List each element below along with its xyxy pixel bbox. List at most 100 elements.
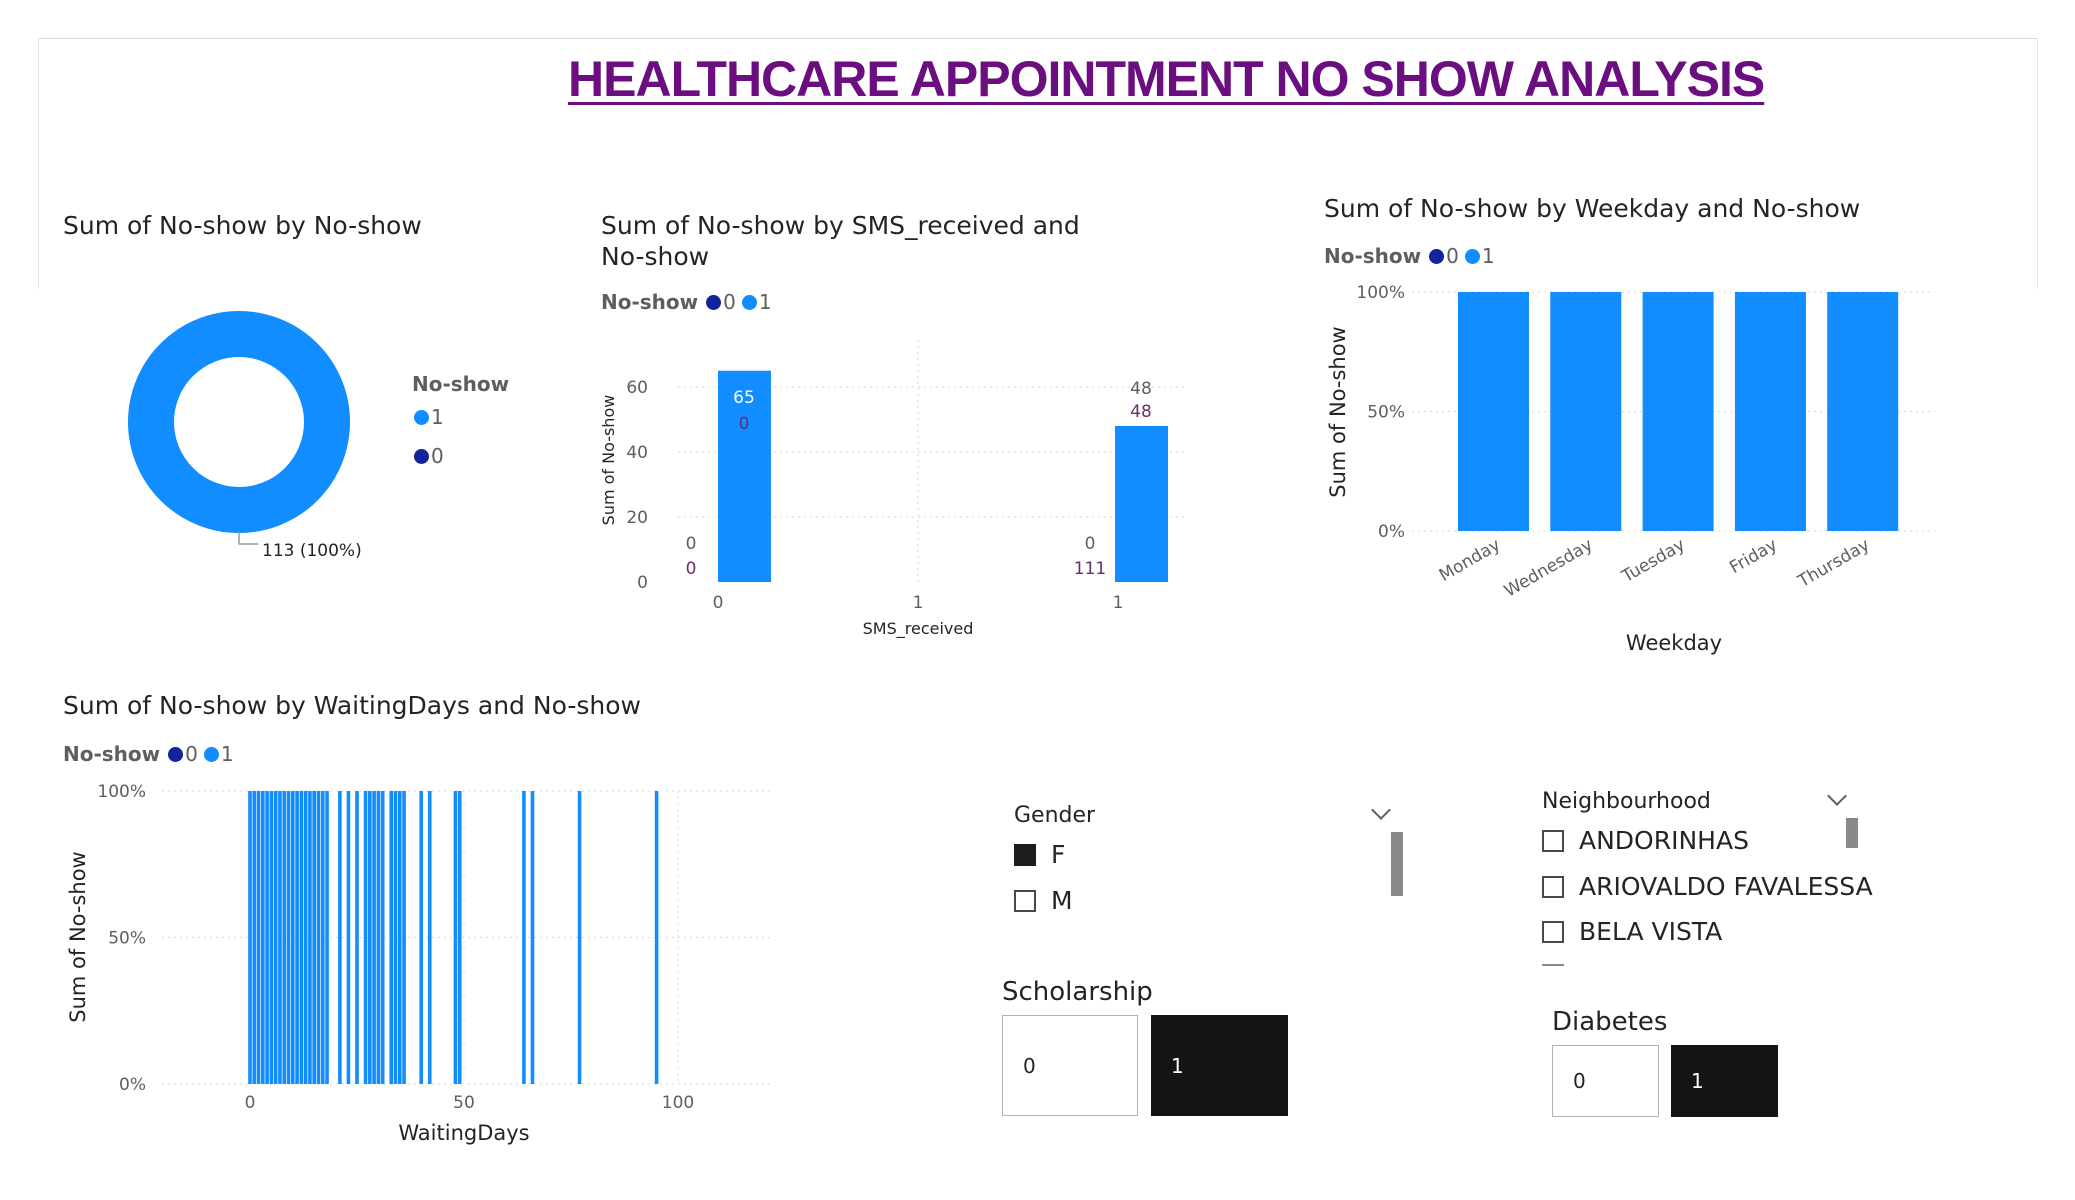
waitingdays-bar-series-1[interactable] bbox=[286, 791, 291, 1084]
legend-dot-icon[interactable] bbox=[1429, 248, 1445, 264]
data-label: 48 bbox=[1130, 402, 1152, 422]
gender-item-m[interactable]: M bbox=[1014, 886, 1073, 915]
waitingdays-bar-series-1[interactable] bbox=[303, 791, 308, 1084]
gender-item-f[interactable]: F bbox=[1014, 840, 1065, 869]
waitingdays-bar-series-1[interactable] bbox=[278, 791, 282, 1084]
waitingdays-bar-series-1[interactable] bbox=[355, 791, 359, 1084]
waitingdays-bar-series-1[interactable] bbox=[402, 791, 406, 1084]
legend-label[interactable]: 0 bbox=[1446, 244, 1459, 268]
diabetes-tile-0[interactable]: 0 bbox=[1552, 1045, 1659, 1117]
data-label: 0 bbox=[686, 559, 697, 579]
legend-label[interactable]: 1 bbox=[1481, 244, 1495, 268]
weekday-bar-series-1[interactable] bbox=[1734, 292, 1806, 531]
waitingdays-bar-series-1[interactable] bbox=[393, 791, 398, 1084]
legend-dot-icon[interactable] bbox=[741, 294, 757, 310]
sms-bar-series-1[interactable] bbox=[718, 370, 771, 582]
y-tick-label: 60 bbox=[626, 378, 648, 398]
weekday-bar-series-1[interactable] bbox=[1458, 292, 1529, 531]
neighbourhood-slicer-title: Neighbourhood bbox=[1542, 789, 1711, 814]
waitingdays-bar-series-1[interactable] bbox=[346, 791, 351, 1084]
waitingdays-bar-series-1[interactable] bbox=[376, 791, 381, 1084]
neighbourhood-item-andorinhas[interactable]: ANDORINHAS bbox=[1542, 826, 1749, 855]
neighbourhood-scrollbar[interactable] bbox=[1846, 818, 1858, 848]
checkbox-icon[interactable] bbox=[1542, 829, 1564, 852]
waitingdays-bar-series-1[interactable] bbox=[372, 791, 376, 1084]
legend-label[interactable]: 1 bbox=[220, 742, 234, 766]
x-tick-label: 1 bbox=[913, 593, 924, 613]
waitingdays-bar-series-1[interactable] bbox=[261, 791, 265, 1084]
waitingdays-bar-series-1[interactable] bbox=[427, 791, 432, 1084]
waitingdays-bar-series-1[interactable] bbox=[320, 791, 325, 1084]
sms-bar-series-1[interactable] bbox=[1115, 426, 1168, 582]
waitingdays-bar-series-1[interactable] bbox=[380, 791, 385, 1084]
waitingdays-bar-series-1[interactable] bbox=[282, 791, 287, 1084]
legend-label[interactable]: 0 bbox=[185, 742, 198, 766]
weekday-bar-series-1[interactable] bbox=[1642, 292, 1714, 531]
donut-data-label: 113 (100%) bbox=[262, 541, 362, 561]
scholarship-tile-1[interactable]: 1 bbox=[1151, 1015, 1288, 1116]
waitingdays-bar-series-1[interactable] bbox=[453, 791, 458, 1084]
legend-dot-icon[interactable] bbox=[168, 746, 184, 762]
data-label: 48 bbox=[1130, 379, 1152, 399]
y-tick-label: 40 bbox=[626, 443, 648, 463]
checkbox-icon[interactable] bbox=[1542, 920, 1564, 943]
y-tick-label: 0% bbox=[1378, 522, 1405, 542]
waitingdays-bar-series-1[interactable] bbox=[457, 791, 462, 1084]
waitingdays-bar-series-1[interactable] bbox=[577, 791, 582, 1084]
waitingdays-bar-series-1[interactable] bbox=[295, 791, 299, 1084]
y-tick-label: 20 bbox=[626, 508, 648, 528]
waitingdays-bar-series-1[interactable] bbox=[419, 791, 423, 1084]
diabetes-tile-1[interactable]: 1 bbox=[1671, 1045, 1778, 1117]
waitingdays-bar-series-1[interactable] bbox=[308, 791, 312, 1084]
donut-legend-item-1[interactable]: 1 bbox=[414, 405, 444, 429]
y-tick-label: 100% bbox=[97, 782, 146, 802]
data-label: 0 bbox=[1085, 534, 1096, 554]
waitingdays-bar-series-1[interactable] bbox=[273, 791, 278, 1084]
checkbox-icon[interactable] bbox=[1542, 875, 1564, 898]
waitingdays-bar-series-1[interactable] bbox=[252, 791, 257, 1084]
waitingdays-bar-series-1[interactable] bbox=[316, 791, 321, 1084]
sms-chart-title-line1: Sum of No-show by SMS_received and bbox=[601, 211, 1080, 240]
waitingdays-bar-series-1[interactable] bbox=[291, 791, 295, 1084]
legend-label[interactable]: 1 bbox=[758, 290, 772, 314]
gender-scrollbar[interactable] bbox=[1391, 832, 1403, 896]
waitingdays-bar-series-1[interactable] bbox=[389, 791, 394, 1084]
weekday-bar-series-1[interactable] bbox=[1550, 292, 1622, 531]
waitingdays-bar-series-1[interactable] bbox=[398, 791, 402, 1084]
waitingdays-bar-series-1[interactable] bbox=[654, 791, 659, 1084]
waitingdays-bar-series-1[interactable] bbox=[368, 791, 372, 1084]
weekday-chart-legend: No-show 0 1 bbox=[1324, 244, 1501, 268]
gender-item-label: F bbox=[1051, 840, 1066, 869]
waitingdays-bar-series-1[interactable] bbox=[363, 791, 368, 1084]
sms-chart-legend: No-show 0 1 bbox=[601, 290, 778, 314]
weekday-bar-series-1[interactable] bbox=[1827, 292, 1899, 531]
neighbourhood-next-item-edge bbox=[1542, 964, 1564, 969]
checkbox-checked-icon[interactable] bbox=[1014, 843, 1036, 866]
legend-title: No-show bbox=[601, 290, 699, 314]
neighbourhood-item-ariovaldo-favalessa[interactable]: ARIOVALDO FAVALESSA bbox=[1542, 872, 1873, 901]
legend-label[interactable]: 0 bbox=[723, 290, 736, 314]
waitingdays-bar-series-1[interactable] bbox=[530, 791, 535, 1084]
donut-legend-item-0[interactable]: 0 bbox=[414, 444, 444, 468]
legend-dot-icon[interactable] bbox=[1464, 248, 1480, 264]
legend-dot-icon[interactable] bbox=[203, 746, 219, 762]
waitingdays-bar-series-1[interactable] bbox=[522, 791, 526, 1084]
waitingdays-bar-series-1[interactable] bbox=[312, 791, 316, 1084]
checkbox-icon[interactable] bbox=[1014, 889, 1036, 912]
waitingdays-bar-series-1[interactable] bbox=[269, 791, 274, 1084]
waitingdays-bar-series-1[interactable] bbox=[299, 791, 304, 1084]
donut-slice-1[interactable] bbox=[128, 311, 350, 533]
waitingdays-bar-series-1[interactable] bbox=[265, 791, 269, 1084]
neighbourhood-item-bela-vista[interactable]: BELA VISTA bbox=[1542, 917, 1722, 946]
waitingdays-bar-series-1[interactable] bbox=[256, 791, 261, 1084]
y-axis-title: Sum of No-show bbox=[599, 395, 618, 526]
scholarship-tile-0[interactable]: 0 bbox=[1002, 1015, 1138, 1116]
legend-dot-icon[interactable] bbox=[706, 294, 722, 310]
waitingdays-bar-series-1[interactable] bbox=[248, 791, 252, 1084]
waitingdays-bar-series-1[interactable] bbox=[338, 791, 342, 1084]
waitingdays-bar-series-1[interactable] bbox=[325, 791, 329, 1084]
